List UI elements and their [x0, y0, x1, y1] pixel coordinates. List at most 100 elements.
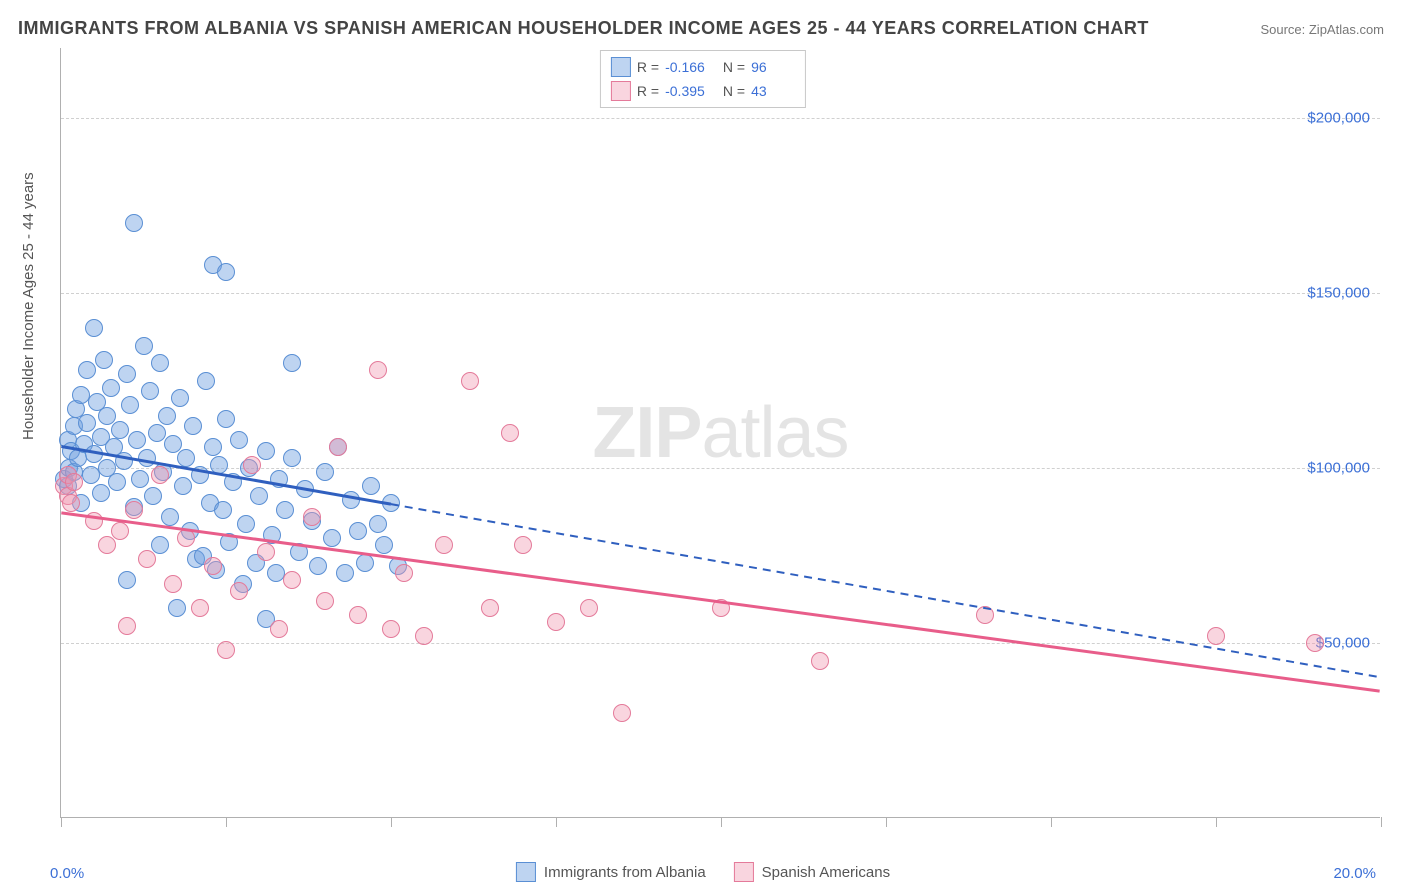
x-tick: [61, 817, 62, 827]
y-tick-label: $150,000: [1307, 285, 1370, 302]
scatter-point: [191, 599, 209, 617]
scatter-point: [161, 508, 179, 526]
scatter-point: [811, 652, 829, 670]
scatter-point: [316, 592, 334, 610]
x-tick: [1216, 817, 1217, 827]
scatter-point: [138, 449, 156, 467]
scatter-point: [144, 487, 162, 505]
scatter-point: [135, 337, 153, 355]
scatter-point: [197, 372, 215, 390]
scatter-point: [217, 263, 235, 281]
scatter-point: [210, 456, 228, 474]
scatter-point: [250, 487, 268, 505]
scatter-point: [214, 501, 232, 519]
legend-item: Immigrants from Albania: [516, 862, 706, 882]
scatter-point: [349, 606, 367, 624]
scatter-point: [217, 410, 235, 428]
gridline: [61, 293, 1380, 294]
y-axis-title: Householder Income Ages 25 - 44 years: [20, 172, 37, 440]
scatter-point: [131, 470, 149, 488]
watermark-bold: ZIP: [592, 393, 701, 473]
scatter-point: [501, 424, 519, 442]
scatter-point: [118, 365, 136, 383]
scatter-point: [514, 536, 532, 554]
trend-line-dashed: [391, 504, 1380, 677]
scatter-point: [712, 599, 730, 617]
scatter-point: [283, 449, 301, 467]
scatter-point: [204, 557, 222, 575]
plot-area: ZIPatlas $50,000$100,000$150,000$200,000: [60, 48, 1380, 818]
x-axis-min-label: 0.0%: [50, 865, 84, 882]
scatter-point: [204, 438, 222, 456]
legend-item: Spanish Americans: [734, 862, 890, 882]
scatter-point: [217, 641, 235, 659]
scatter-point: [243, 456, 261, 474]
x-tick: [226, 817, 227, 827]
x-tick: [721, 817, 722, 827]
scatter-point: [174, 477, 192, 495]
x-tick: [556, 817, 557, 827]
stat-legend-row: R = -0.395 N = 43: [611, 79, 795, 103]
legend-swatch: [611, 57, 631, 77]
scatter-point: [276, 501, 294, 519]
scatter-point: [415, 627, 433, 645]
scatter-point: [82, 466, 100, 484]
scatter-point: [613, 704, 631, 722]
scatter-point: [164, 575, 182, 593]
scatter-point: [349, 522, 367, 540]
scatter-point: [547, 613, 565, 631]
x-tick: [886, 817, 887, 827]
scatter-point: [323, 529, 341, 547]
stat-n-label: N =: [715, 59, 745, 75]
legend-label: Spanish Americans: [762, 864, 890, 881]
trend-lines-layer: [61, 48, 1380, 817]
scatter-point: [267, 564, 285, 582]
scatter-point: [111, 522, 129, 540]
scatter-point: [224, 473, 242, 491]
scatter-point: [362, 477, 380, 495]
scatter-point: [230, 582, 248, 600]
watermark-text: ZIPatlas: [592, 392, 848, 474]
x-axis-max-label: 20.0%: [1333, 865, 1376, 882]
gridline: [61, 118, 1380, 119]
scatter-point: [342, 491, 360, 509]
scatter-point: [125, 214, 143, 232]
scatter-point: [435, 536, 453, 554]
scatter-point: [580, 599, 598, 617]
scatter-point: [309, 557, 327, 575]
scatter-point: [95, 351, 113, 369]
scatter-point: [336, 564, 354, 582]
stat-r-value: -0.166: [665, 59, 709, 75]
scatter-point: [263, 526, 281, 544]
scatter-point: [369, 361, 387, 379]
stat-n-value: 43: [751, 83, 795, 99]
scatter-point: [461, 372, 479, 390]
x-tick: [391, 817, 392, 827]
scatter-point: [72, 386, 90, 404]
scatter-point: [1306, 634, 1324, 652]
gridline: [61, 643, 1380, 644]
stat-n-value: 96: [751, 59, 795, 75]
scatter-point: [138, 550, 156, 568]
scatter-point: [108, 473, 126, 491]
scatter-point: [316, 463, 334, 481]
scatter-point: [177, 449, 195, 467]
scatter-point: [78, 361, 96, 379]
scatter-point: [230, 431, 248, 449]
scatter-point: [151, 466, 169, 484]
scatter-point: [369, 515, 387, 533]
scatter-point: [128, 431, 146, 449]
scatter-point: [191, 466, 209, 484]
scatter-point: [102, 379, 120, 397]
scatter-point: [382, 494, 400, 512]
scatter-point: [118, 617, 136, 635]
scatter-point: [976, 606, 994, 624]
scatter-point: [382, 620, 400, 638]
scatter-point: [283, 354, 301, 372]
scatter-point: [237, 515, 255, 533]
scatter-point: [395, 564, 413, 582]
scatter-point: [290, 543, 308, 561]
scatter-point: [220, 533, 238, 551]
scatter-point: [283, 571, 301, 589]
scatter-point: [115, 452, 133, 470]
